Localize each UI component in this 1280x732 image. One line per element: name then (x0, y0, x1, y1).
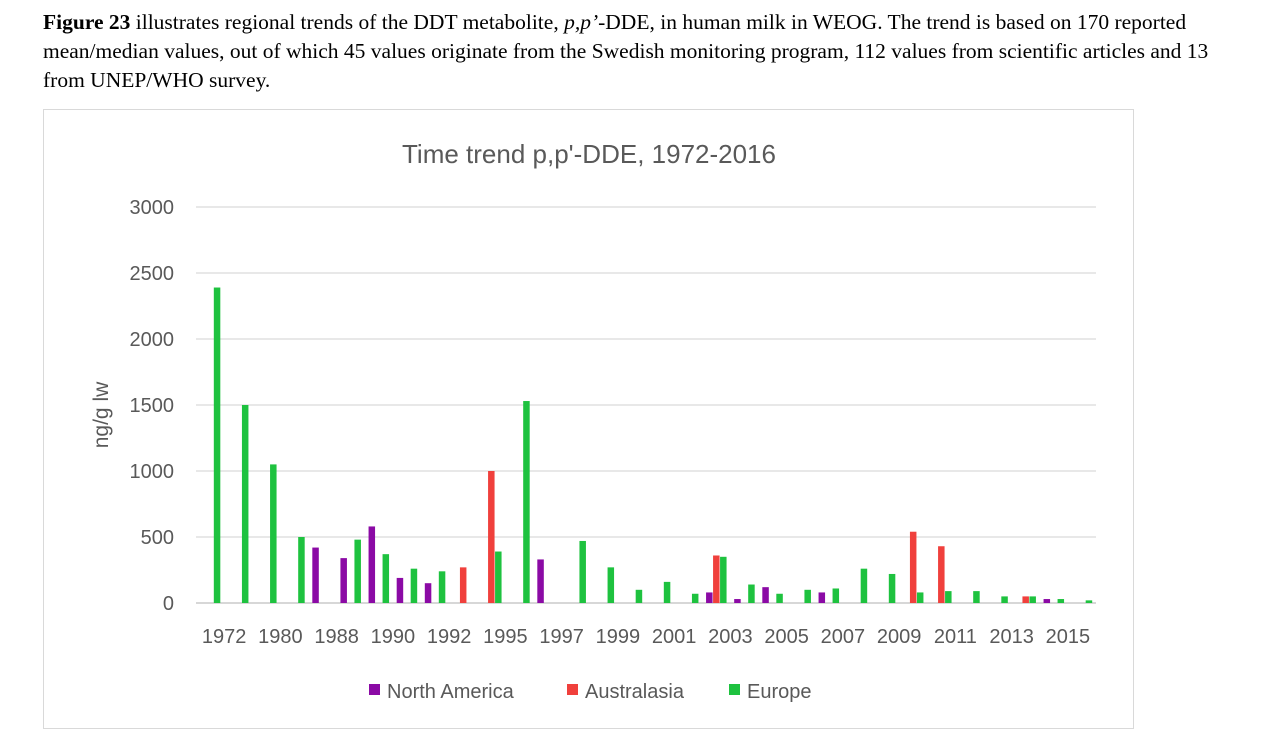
bar (945, 591, 952, 603)
bar (354, 539, 361, 603)
bar (818, 592, 826, 603)
x-tick-label: 1980 (258, 626, 303, 648)
x-tick-label: 1972 (202, 626, 247, 648)
y-tick-labels: 0 500 1000 1500 2000 2500 3000 (130, 197, 175, 615)
bar (776, 593, 783, 603)
bar (860, 568, 868, 603)
bar (888, 573, 896, 603)
bar (340, 558, 347, 603)
y-tick-label: 3000 (130, 197, 175, 219)
bar (635, 589, 643, 603)
bar (382, 554, 390, 603)
chart-frame: Time trend p,p'-DDE, 1972-2016 ng/g lw 0… (43, 109, 1134, 729)
chart-title: Time trend p,p'-DDE, 1972-2016 (402, 139, 776, 169)
figure-reference: Figure 23 (43, 10, 131, 34)
x-tick-labels: 1972 1980 1988 1990 1992 1995 1997 1999 2001 2003… (202, 626, 1090, 648)
y-tick-label: 500 (141, 527, 174, 549)
legend: North America Australasia Europe (369, 681, 812, 703)
x-tick-label: 1999 (596, 626, 641, 648)
bar (488, 471, 495, 603)
x-tick-label: 1992 (427, 626, 472, 648)
bar (762, 587, 769, 603)
x-tick-label: 2009 (877, 626, 922, 648)
x-tick-label: 1995 (483, 626, 528, 648)
bar (909, 531, 917, 603)
y-axis-label: ng/g lw (90, 381, 113, 448)
legend-swatch (729, 684, 740, 695)
x-tick-label: 2015 (1046, 626, 1091, 648)
bar (1029, 596, 1036, 603)
bar (523, 401, 530, 603)
bar (691, 593, 699, 603)
ddt-chart: Time trend p,p'-DDE, 1972-2016 ng/g lw 0… (90, 139, 1096, 703)
y-tick-label: 1500 (130, 395, 175, 417)
bar (706, 592, 713, 603)
bar (312, 547, 319, 603)
y-tick-label: 2500 (130, 263, 175, 285)
caption-text-1: illustrates regional trends of the DDT m… (130, 10, 565, 34)
x-tick-label: 2011 (934, 626, 977, 648)
x-tick-label: 2001 (652, 626, 697, 648)
legend-swatch (567, 684, 578, 695)
y-tick-label: 1000 (130, 461, 175, 483)
bar (804, 589, 811, 603)
bar (298, 537, 305, 603)
bar (495, 551, 502, 603)
x-tick-label: 2003 (708, 626, 753, 648)
figure-caption: Figure 23 illustrates regional trends of… (43, 8, 1243, 95)
bar (1043, 599, 1051, 603)
caption-italic: p,p’ (564, 10, 599, 34)
bar (748, 584, 755, 603)
bar (607, 567, 615, 603)
x-tick-label: 1988 (314, 626, 359, 648)
bars (213, 287, 1093, 603)
bar (713, 555, 720, 603)
bar (396, 577, 404, 603)
legend-label: Europe (747, 681, 812, 703)
bar (424, 583, 432, 603)
bar (410, 568, 418, 603)
bar (734, 599, 741, 603)
bar (832, 588, 840, 603)
bar (973, 591, 980, 603)
x-tick-label: 2007 (821, 626, 866, 648)
y-tick-label: 0 (163, 593, 174, 615)
bar (213, 287, 221, 603)
legend-label: North America (387, 681, 515, 703)
bar (916, 592, 924, 603)
bar (1057, 599, 1065, 603)
legend-swatch (369, 684, 380, 695)
x-tick-label: 1990 (371, 626, 416, 648)
bar (270, 464, 277, 603)
bar (459, 567, 467, 603)
bar (1022, 596, 1029, 603)
bar (938, 546, 945, 603)
bar (537, 559, 544, 603)
bar (1085, 600, 1093, 603)
y-tick-label: 2000 (130, 329, 175, 351)
bar (579, 540, 586, 603)
bar (663, 581, 671, 603)
caption-text-2: -DDE, in human milk in WEOG. The trend i… (43, 10, 1209, 92)
bar (368, 526, 376, 603)
grid-lines (196, 206, 1096, 604)
x-tick-label: 2005 (764, 626, 809, 648)
x-tick-label: 1997 (539, 626, 584, 648)
bar (720, 556, 727, 603)
bar (438, 571, 446, 603)
legend-label: Australasia (585, 681, 685, 703)
bar (241, 405, 249, 603)
x-tick-label: 2013 (989, 626, 1034, 648)
bar (1001, 596, 1008, 603)
